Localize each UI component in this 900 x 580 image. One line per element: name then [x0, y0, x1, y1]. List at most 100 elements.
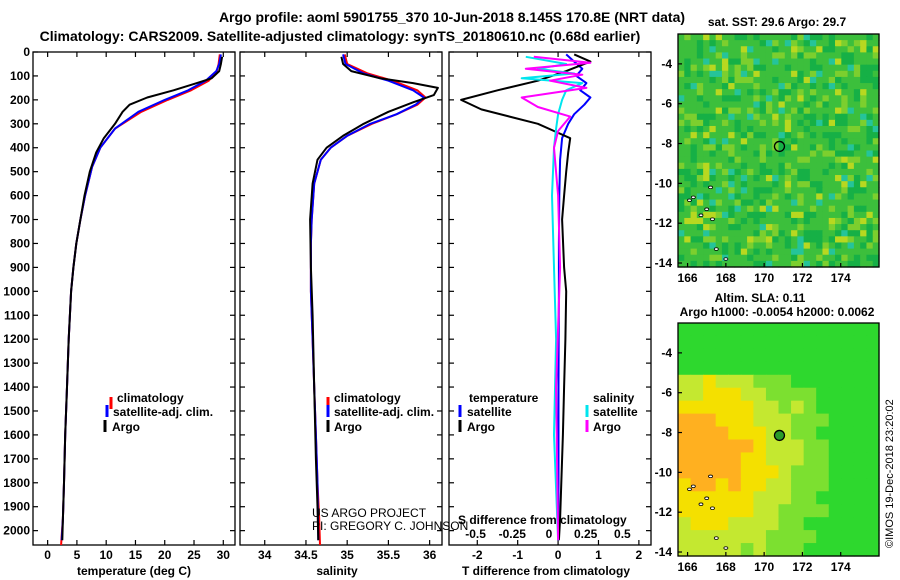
map-cell: [759, 119, 767, 127]
map-cell: [841, 168, 849, 176]
s-tick-label: 0: [546, 527, 553, 541]
map-cell: [728, 101, 736, 109]
map-cell: [872, 230, 880, 237]
map-cell: [765, 156, 773, 164]
map-cell: [803, 230, 811, 237]
map-cell: [841, 465, 855, 479]
map-cell: [784, 199, 792, 207]
map-cell: [816, 175, 824, 182]
map-cell: [734, 205, 742, 213]
map-cell: [803, 89, 811, 96]
map-cell: [847, 181, 855, 188]
map-cell: [816, 530, 830, 544]
map-cell: [791, 517, 805, 531]
map-cell: [696, 70, 704, 78]
map-cell: [872, 248, 880, 256]
map-cell: [753, 101, 761, 109]
map-cell: [772, 260, 780, 268]
map-cell: [872, 175, 880, 182]
map-cell: [778, 119, 786, 127]
map-cell: [684, 64, 692, 72]
map-cell: [803, 168, 811, 176]
map-cell: [778, 517, 792, 531]
map-cell: [703, 144, 711, 152]
map-cell: [765, 323, 780, 337]
map-cell: [678, 89, 685, 96]
map-cell: [703, 58, 711, 66]
map-cell: [765, 34, 773, 41]
map-cell: [860, 217, 868, 225]
map-cell: [728, 335, 742, 350]
map-cell: [835, 162, 842, 170]
map-cell: [753, 113, 761, 121]
map-cell: [678, 40, 685, 47]
map-cell: [703, 181, 711, 188]
map-cell: [690, 113, 698, 121]
map-cell: [822, 46, 830, 53]
map-cell: [853, 224, 861, 231]
map-cell: [853, 335, 868, 350]
map-cell: [872, 83, 880, 90]
map-cell: [684, 230, 692, 237]
map-cell: [721, 181, 729, 188]
map-cell: [853, 452, 868, 466]
map-cell: [678, 374, 692, 389]
map-cell: [791, 374, 805, 389]
map-cell: [709, 187, 717, 195]
map-cell: [715, 162, 723, 170]
map-cell: [753, 260, 761, 268]
map-cell: [684, 107, 692, 115]
map-cell: [816, 323, 830, 337]
map-cell: [753, 40, 761, 47]
map-cell: [778, 199, 786, 207]
map-cell: [778, 46, 786, 53]
map-cell: [835, 150, 842, 158]
x-tick-label: 34: [258, 548, 272, 562]
map-cell: [860, 248, 868, 256]
map-cell: [690, 138, 698, 145]
difference-xlabel-top: S difference from climatology: [458, 513, 627, 527]
map-cell: [847, 187, 855, 195]
map-cell: [678, 387, 692, 402]
lat-tick-label: -12: [655, 505, 673, 519]
map-cell: [778, 530, 792, 544]
map-cell: [747, 95, 754, 103]
map-cell: [690, 119, 698, 127]
map-cell: [721, 40, 729, 47]
map-cell: [841, 211, 849, 219]
map-cell: [772, 46, 780, 53]
map-cell: [740, 230, 748, 237]
map-cell: [703, 95, 711, 103]
map-cell: [809, 52, 817, 60]
map-cell: [684, 52, 692, 60]
map-cell: [740, 361, 754, 376]
map-cell: [772, 224, 780, 231]
map-cell: [759, 199, 767, 207]
map-cell: [803, 187, 811, 195]
map-cell: [747, 119, 754, 127]
map-cell: [853, 236, 861, 244]
map-cell: [690, 46, 698, 53]
map-cell: [797, 46, 805, 53]
map-cell: [709, 119, 717, 127]
map-cell: [690, 387, 704, 402]
map-cell: [715, 211, 723, 219]
map-cell: [715, 361, 729, 376]
map-cell: [772, 101, 780, 109]
map-cell: [690, 187, 698, 195]
map-cell: [753, 400, 767, 415]
map-cell: [696, 119, 704, 127]
map-cell: [690, 181, 698, 188]
map-cell: [822, 76, 830, 84]
map-cell: [872, 132, 880, 139]
map-cell: [721, 193, 729, 201]
map-cell: [721, 64, 729, 72]
map-cell: [809, 125, 817, 133]
legend-label-argo: Argo: [334, 420, 362, 434]
map-cell: [778, 230, 786, 237]
map-cell: [721, 236, 729, 244]
map-cell: [747, 89, 754, 96]
map-cell: [696, 181, 704, 188]
map-cell: [778, 478, 792, 492]
map-cell: [872, 260, 880, 268]
